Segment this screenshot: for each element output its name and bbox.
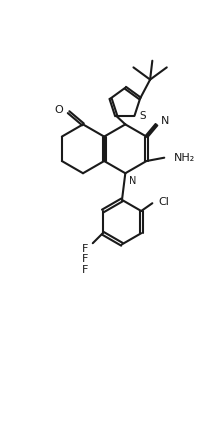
- Text: Cl: Cl: [159, 197, 169, 207]
- Text: S: S: [139, 111, 146, 121]
- Text: F: F: [82, 254, 88, 265]
- Text: NH₂: NH₂: [174, 153, 195, 163]
- Text: O: O: [54, 105, 63, 115]
- Text: N: N: [160, 116, 169, 126]
- Text: F: F: [82, 265, 88, 275]
- Text: F: F: [82, 244, 88, 254]
- Text: N: N: [129, 176, 137, 186]
